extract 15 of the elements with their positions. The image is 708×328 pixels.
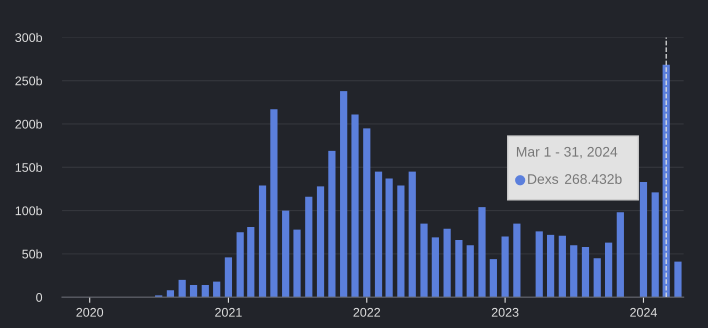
x-tick-label: 2020 [76,308,104,317]
y-tick-label: 100b [16,206,42,216]
y-tick-label: 150b [16,162,42,172]
y-tick-label: 250b [15,76,42,86]
annotation: 268.432b [564,174,622,184]
x-tick-label: 2021 [215,308,242,317]
y-tick-label: 200b [15,119,42,129]
x-tick-label: 2024 [630,308,658,317]
annotation: Mar 1 - 31, 2024 [516,146,618,158]
x-tick-label: 2022 [353,308,380,317]
y-tick-label: 50b [22,249,42,259]
y-tick-label: 300b [15,32,42,42]
x-tick-label: 2023 [492,308,518,317]
y-tick-label: 0 [36,292,42,302]
legend-label: Dexs [528,174,558,184]
